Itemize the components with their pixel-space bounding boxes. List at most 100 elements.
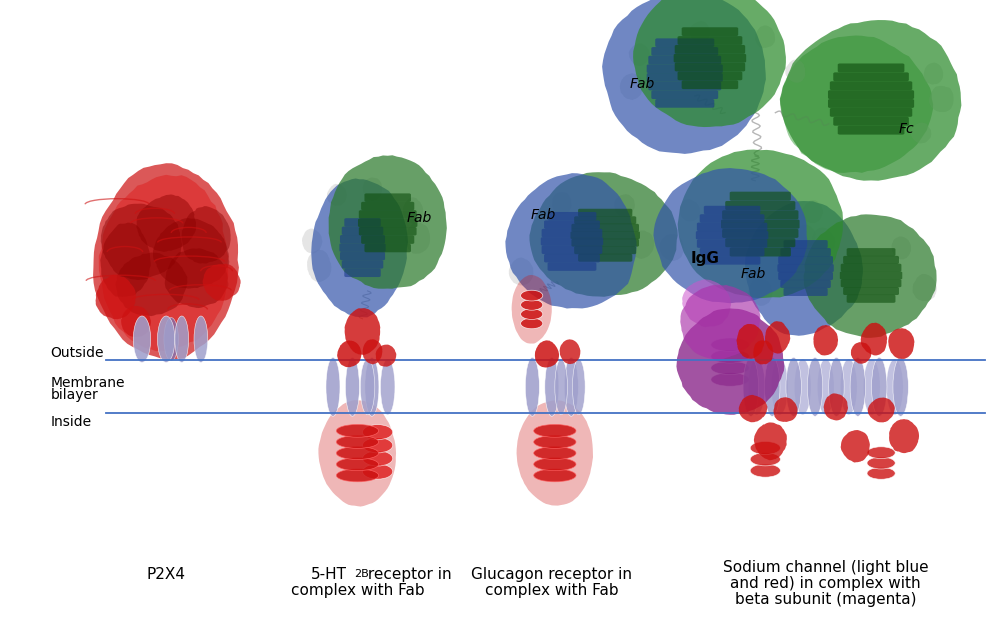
Polygon shape bbox=[797, 225, 816, 248]
FancyBboxPatch shape bbox=[721, 220, 800, 228]
FancyBboxPatch shape bbox=[725, 201, 796, 210]
Polygon shape bbox=[690, 21, 710, 43]
Text: complex with Fab: complex with Fab bbox=[485, 583, 618, 598]
Polygon shape bbox=[765, 321, 790, 353]
Ellipse shape bbox=[133, 316, 151, 362]
Polygon shape bbox=[748, 278, 772, 306]
FancyBboxPatch shape bbox=[777, 264, 834, 272]
Ellipse shape bbox=[326, 358, 340, 416]
Ellipse shape bbox=[336, 425, 379, 437]
Ellipse shape bbox=[381, 359, 395, 415]
FancyBboxPatch shape bbox=[838, 126, 904, 134]
Polygon shape bbox=[923, 63, 944, 85]
FancyBboxPatch shape bbox=[704, 256, 760, 265]
FancyBboxPatch shape bbox=[542, 229, 602, 237]
Ellipse shape bbox=[818, 359, 834, 415]
FancyBboxPatch shape bbox=[344, 269, 381, 277]
FancyBboxPatch shape bbox=[344, 218, 381, 227]
FancyBboxPatch shape bbox=[571, 232, 640, 239]
Polygon shape bbox=[633, 0, 785, 127]
Polygon shape bbox=[780, 35, 933, 173]
Ellipse shape bbox=[771, 359, 788, 415]
Ellipse shape bbox=[361, 359, 375, 415]
FancyBboxPatch shape bbox=[358, 219, 417, 227]
FancyBboxPatch shape bbox=[646, 73, 723, 82]
Polygon shape bbox=[517, 400, 593, 506]
Ellipse shape bbox=[863, 359, 880, 415]
FancyBboxPatch shape bbox=[340, 252, 385, 260]
Text: Membrane: Membrane bbox=[50, 376, 125, 389]
Polygon shape bbox=[754, 422, 786, 461]
Polygon shape bbox=[136, 194, 196, 252]
FancyBboxPatch shape bbox=[730, 192, 790, 201]
Polygon shape bbox=[560, 339, 580, 364]
FancyBboxPatch shape bbox=[649, 56, 721, 64]
FancyBboxPatch shape bbox=[700, 214, 764, 223]
Ellipse shape bbox=[534, 425, 576, 437]
FancyBboxPatch shape bbox=[682, 80, 738, 89]
Ellipse shape bbox=[829, 358, 844, 416]
Text: bilayer: bilayer bbox=[50, 388, 98, 402]
Polygon shape bbox=[101, 204, 182, 280]
Ellipse shape bbox=[175, 316, 188, 362]
Text: Sodium channel (light blue: Sodium channel (light blue bbox=[723, 560, 928, 575]
Ellipse shape bbox=[534, 458, 576, 470]
Polygon shape bbox=[318, 400, 396, 506]
Ellipse shape bbox=[157, 316, 175, 362]
FancyBboxPatch shape bbox=[697, 223, 767, 231]
Ellipse shape bbox=[534, 469, 576, 482]
Ellipse shape bbox=[785, 358, 802, 416]
Ellipse shape bbox=[521, 309, 543, 319]
FancyBboxPatch shape bbox=[722, 229, 799, 238]
Polygon shape bbox=[328, 155, 447, 288]
Ellipse shape bbox=[194, 316, 207, 362]
Text: Fab: Fab bbox=[407, 211, 432, 225]
FancyBboxPatch shape bbox=[365, 193, 411, 202]
Ellipse shape bbox=[363, 464, 393, 479]
FancyBboxPatch shape bbox=[340, 235, 385, 243]
FancyBboxPatch shape bbox=[830, 108, 912, 117]
Ellipse shape bbox=[534, 436, 576, 448]
FancyBboxPatch shape bbox=[697, 240, 767, 248]
FancyBboxPatch shape bbox=[780, 248, 831, 256]
Polygon shape bbox=[153, 218, 230, 288]
Polygon shape bbox=[403, 197, 423, 223]
FancyBboxPatch shape bbox=[725, 238, 796, 247]
Ellipse shape bbox=[534, 447, 576, 459]
Polygon shape bbox=[344, 308, 381, 355]
Polygon shape bbox=[779, 20, 962, 181]
Text: Fab: Fab bbox=[629, 77, 655, 90]
FancyBboxPatch shape bbox=[548, 212, 596, 220]
Text: IgG: IgG bbox=[691, 251, 719, 266]
Polygon shape bbox=[302, 228, 322, 253]
FancyBboxPatch shape bbox=[548, 262, 596, 271]
Ellipse shape bbox=[893, 358, 908, 416]
Ellipse shape bbox=[521, 300, 543, 310]
Polygon shape bbox=[96, 275, 136, 319]
Text: Outside: Outside bbox=[50, 346, 104, 360]
FancyBboxPatch shape bbox=[840, 272, 902, 279]
Polygon shape bbox=[889, 419, 919, 453]
FancyBboxPatch shape bbox=[574, 216, 636, 224]
Polygon shape bbox=[736, 324, 764, 358]
FancyBboxPatch shape bbox=[722, 210, 799, 219]
Polygon shape bbox=[311, 178, 408, 318]
Ellipse shape bbox=[521, 290, 543, 301]
Polygon shape bbox=[602, 0, 766, 154]
Polygon shape bbox=[841, 430, 870, 462]
Polygon shape bbox=[630, 230, 655, 259]
Polygon shape bbox=[773, 397, 798, 422]
FancyBboxPatch shape bbox=[578, 209, 632, 217]
Ellipse shape bbox=[886, 359, 903, 415]
Polygon shape bbox=[861, 322, 887, 355]
Ellipse shape bbox=[795, 359, 811, 415]
Ellipse shape bbox=[748, 359, 765, 415]
Polygon shape bbox=[614, 194, 634, 217]
FancyBboxPatch shape bbox=[571, 239, 639, 246]
FancyBboxPatch shape bbox=[339, 243, 386, 252]
Polygon shape bbox=[116, 253, 187, 316]
Ellipse shape bbox=[867, 467, 895, 479]
Text: Fab: Fab bbox=[531, 209, 556, 222]
Polygon shape bbox=[506, 173, 636, 308]
Text: P2X4: P2X4 bbox=[147, 567, 185, 582]
